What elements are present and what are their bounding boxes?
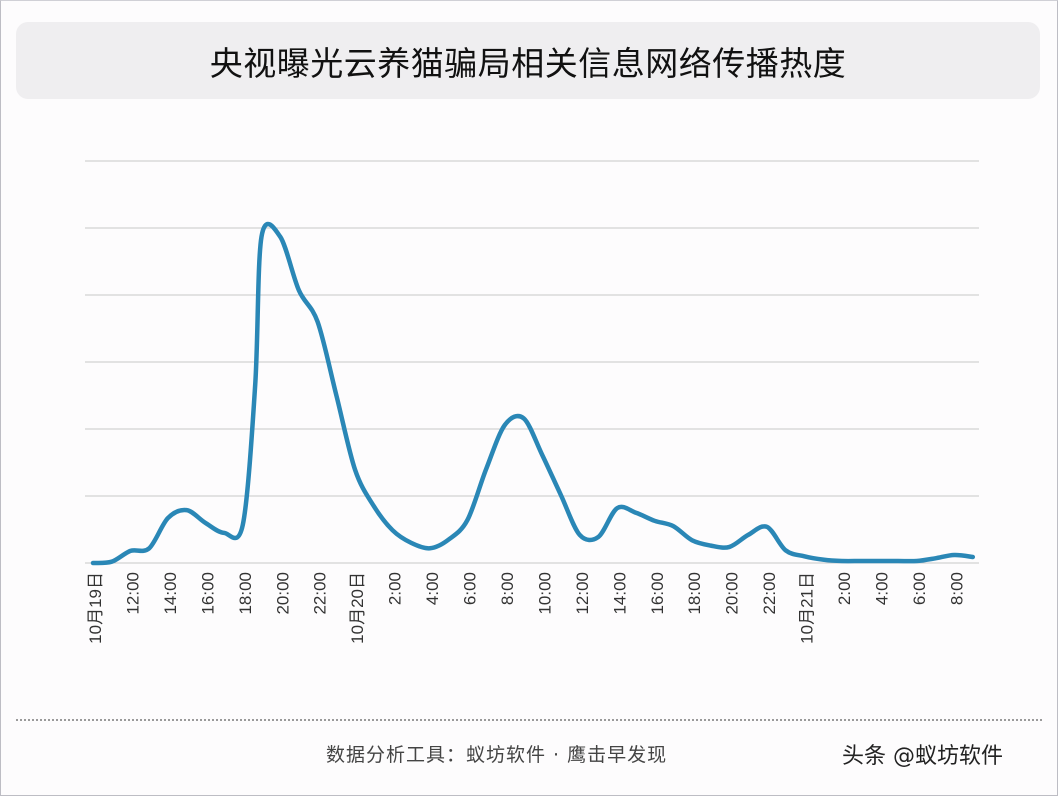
x-tick-label: 20:00 [723,572,742,615]
x-tick-label: 20:00 [273,572,292,615]
gridlines [85,160,979,564]
x-tick-label: 14:00 [161,572,180,615]
x-tick-label: 10月21日 [798,572,817,644]
x-tick-label: 10:00 [535,572,554,615]
x-tick-label: 6:00 [461,572,480,605]
watermark-text: 头条 @蚁坊软件 [842,744,1003,769]
x-tick-label: 12:00 [573,572,592,615]
x-axis-labels: 10月19日 12:00 14:00 16:00 18:00 20:00 22:00 10月2… [86,572,966,644]
footer-divider [16,719,1042,721]
x-tick-label: 4:00 [873,572,892,605]
x-tick-label: 18:00 [685,572,704,615]
title-banner: 央视曝光云养猫骗局相关信息网络传播热度 [16,22,1040,99]
x-tick-label: 16:00 [198,572,217,615]
x-tick-label: 8:00 [498,572,517,605]
data-source-text: 数据分析工具：蚁坊软件 · 鹰击早发现 [326,744,668,766]
x-tick-label: 2:00 [386,572,405,605]
x-tick-label: 14:00 [610,572,629,615]
x-tick-label: 4:00 [423,572,442,605]
x-tick-label: 8:00 [947,572,966,605]
x-tick-label: 6:00 [910,572,929,605]
x-tick-label: 18:00 [236,572,255,615]
series-line [90,221,976,566]
x-tick-label: 10月19日 [86,572,105,644]
x-tick-label: 22:00 [760,572,779,615]
chart-title: 央视曝光云养猫骗局相关信息网络传播热度 [209,43,847,83]
line-chart: 10月19日 12:00 14:00 16:00 18:00 20:00 22:00 10月2… [85,160,979,644]
x-tick-label: 12:00 [123,572,142,615]
x-tick-label: 10月20日 [348,572,367,644]
x-tick-label: 22:00 [311,572,330,615]
x-tick-label: 16:00 [648,572,667,615]
x-tick-label: 2:00 [835,572,854,605]
